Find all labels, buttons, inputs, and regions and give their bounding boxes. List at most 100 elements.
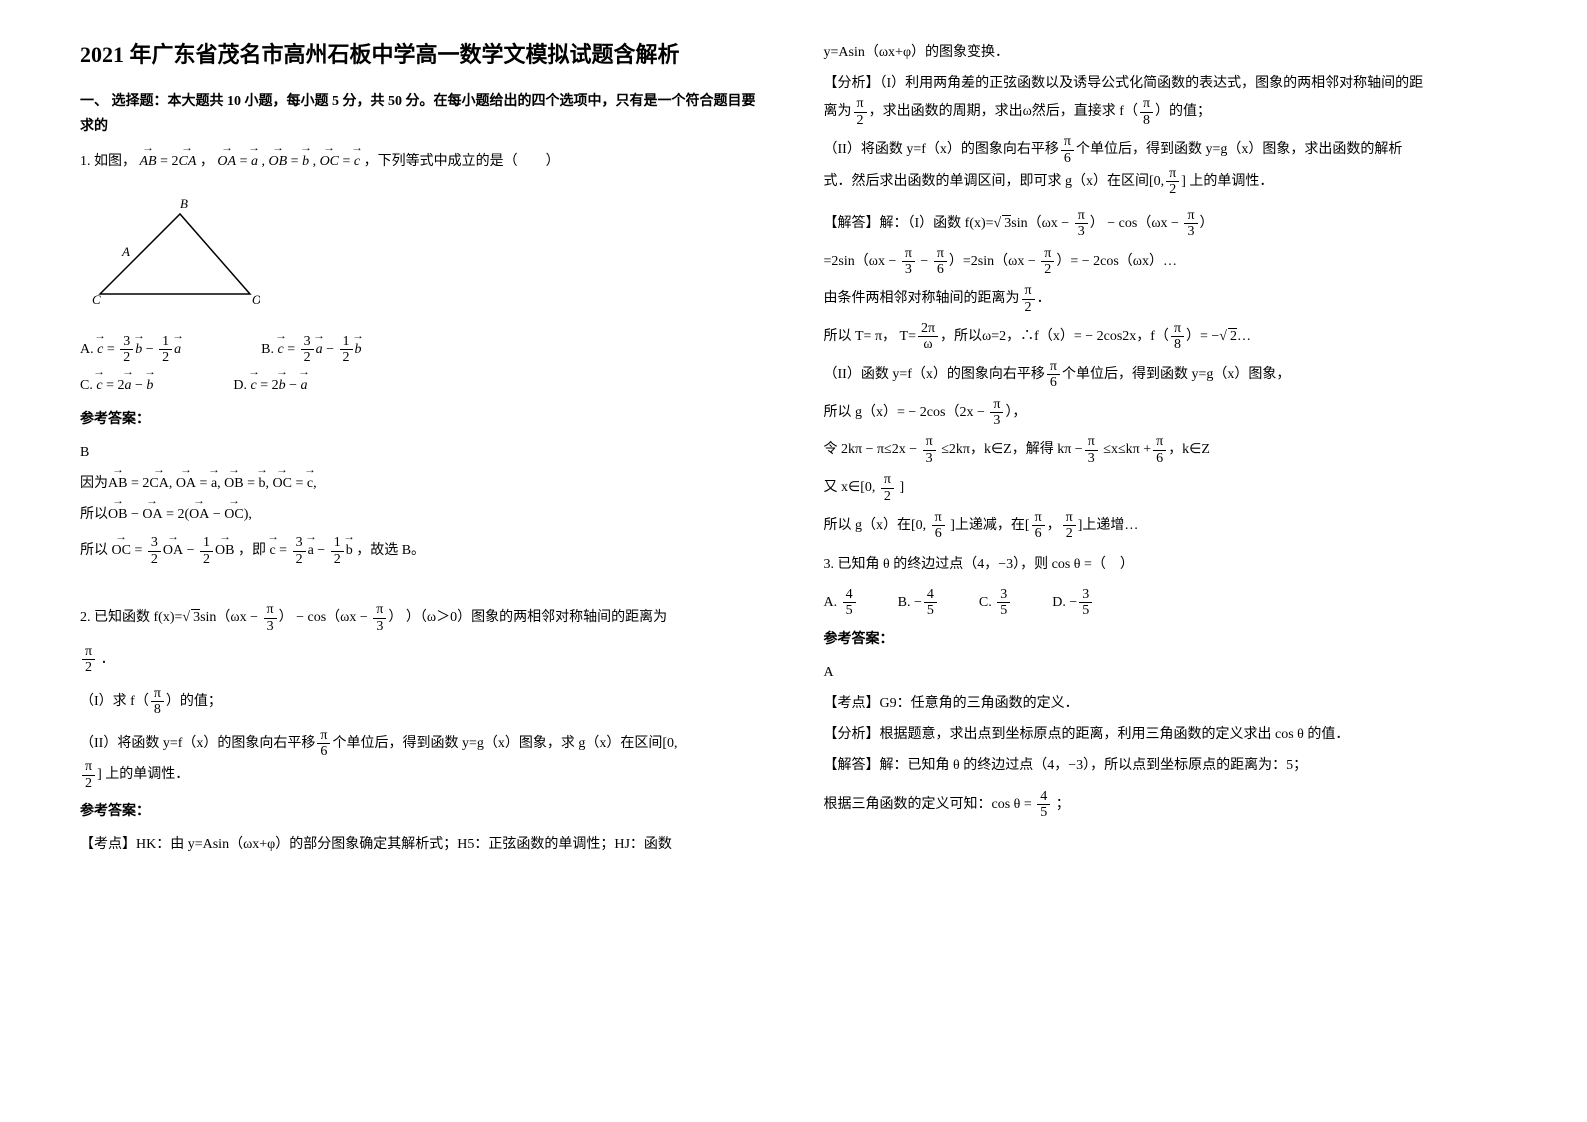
q2-part2b: π2] 上的单调性．	[80, 759, 764, 791]
q2-part1-label: （I）求 f（	[80, 694, 149, 709]
q2-j3-pre: 由条件两相邻对称轴间的距离为	[824, 291, 1020, 306]
title: 2021 年广东省茂名市高州石板中学高一数学文模拟试题含解析	[80, 40, 764, 71]
q1-stem-post: ，下列等式中成立的是（ ）	[364, 154, 560, 169]
q1-exp1: 因为AB = 2CA, OA = a, OB = b, OC = c,	[80, 471, 764, 496]
q2-j7-mid2: ≤x≤kπ	[1100, 443, 1140, 458]
vec-ab: AB	[140, 149, 157, 174]
q2-fx2-pre: 离为	[824, 104, 852, 119]
problem-2: 2. 已知函数 f(x)=√3sin（ωx − π3） − cos（ωx − π…	[80, 602, 764, 634]
q2-fenxi4: 式．然后求出函数的单调区间，即可求 g（x）在区间[0,π2] 上的单调性．	[824, 166, 1508, 198]
q3-j2-label: 根据三角函数的定义可知：cos θ =	[824, 797, 1032, 812]
q1-ref: 参考答案：	[80, 407, 764, 432]
q1-options-row2: C. c = 2a − b D. c = 2b − a	[80, 373, 764, 398]
q2-jieda-label: 【解答】解：（I）函数	[824, 216, 962, 231]
q1-optD: D. c = 2b − a	[233, 373, 307, 398]
optA-label: A.	[80, 342, 94, 357]
q3-kaodian: 【考点】G9：任意角的三角函数的定义．	[824, 691, 1508, 716]
q2-j7-post: ，k∈Z	[1168, 443, 1210, 458]
q1-exp3-post: ，故选 B。	[356, 543, 425, 558]
q3-options: A. 45 B. −45 C. 35 D. −35	[824, 587, 1508, 619]
right-column: y=Asin（ωx+φ）的图象变换． 【分析】（I）利用两角差的正弦函数以及诱导…	[824, 40, 1508, 858]
q3-optC: C. 35	[979, 587, 1012, 619]
q2-j3: 由条件两相邻对称轴间的距离为π2．	[824, 283, 1508, 315]
q3-j2: 根据三角函数的定义可知：cos θ = 45 ；	[824, 789, 1508, 821]
q2-j8-pre: 又 x∈[0,	[824, 480, 879, 495]
svg-text:B: B	[180, 196, 188, 211]
q3-optB: B. −45	[898, 587, 939, 619]
q2-j7-pre: 令 2kπ − π≤2x −	[824, 443, 921, 458]
q2-j4-mid: ，所以ω=2，∴f（x）= − 2cos2x，f（	[940, 329, 1169, 344]
q1-options-row1: A. c = 32b − 12a B. c = 32a − 12b	[80, 334, 764, 366]
vec-c: c	[354, 149, 360, 174]
q2-period: π2 ．	[80, 644, 764, 676]
problem-1: 1. 如图， AB = 2CA ， OA = a , OB = b , OC =…	[80, 149, 764, 174]
q2-fx3-pre: （II）将函数 y=f（x）的图象向右平移	[824, 142, 1059, 157]
q3-fenxi: 【分析】根据题意，求出点到坐标原点的距离，利用三角函数的定义求出 cos θ 的…	[824, 722, 1508, 747]
section-1-heading: 一、 选择题：本大题共 10 小题，每小题 5 分，共 50 分。在每小题给出的…	[80, 89, 764, 139]
q2-stem-mid: ）（ω＞0）图象的两相邻对称轴间的距离为	[406, 610, 667, 625]
q2-j4: 所以 T= π， T=2πω，所以ω=2，∴f（x）= − 2cos2x，f（π…	[824, 321, 1508, 353]
q2-j9-pre: 所以 g（x）在[0,	[824, 518, 930, 533]
q2-j9-mid2: ，	[1047, 518, 1061, 533]
q2-p2-mid: 个单位后，得到函数 y=g（x）图象，求 g（x）在区间[0,	[332, 736, 677, 751]
q2-j9-post: ]上递增…	[1078, 518, 1139, 533]
page: 2021 年广东省茂名市高州石板中学高一数学文模拟试题含解析 一、 选择题：本大…	[80, 40, 1507, 858]
q2-part2: （II）将函数 y=f（x）的图象向右平移π6个单位后，得到函数 y=g（x）图…	[80, 728, 764, 760]
q2-j4-pre: 所以 T= π，	[824, 329, 897, 344]
q2-j8: 又 x∈[0, π2 ]	[824, 472, 1508, 504]
q3-optD: D. −35	[1052, 587, 1094, 619]
q2-stem-pre: 2. 已知函数	[80, 610, 150, 625]
q2-fx2-post: ，求出函数的周期，求出ω然后，直接求 f（	[869, 104, 1138, 119]
optB-label: B.	[261, 342, 274, 357]
q2-fx3-post: 个单位后，得到函数 y=g（x）图象，求出函数的解析	[1076, 142, 1402, 157]
q2-j6-post: ），	[1005, 405, 1026, 420]
vec-oc: OC	[320, 149, 339, 174]
q1-optB: B. c = 32a − 12b	[261, 334, 361, 366]
q1-optA: A. c = 32b − 12a	[80, 334, 181, 366]
q2-j5-pre: （II）函数 y=f（x）的图象向右平移	[824, 367, 1045, 382]
vec-a: a	[251, 149, 258, 174]
q2-fenxi1: 【分析】（I）利用两角差的正弦函数以及诱导公式化简函数的表达式，图象的两相邻对称…	[824, 71, 1508, 96]
q2-fx2-end: ）的值；	[1155, 104, 1211, 119]
q2-j5: （II）函数 y=f（x）的图象向右平移π6个单位后，得到函数 y=g（x）图象…	[824, 359, 1508, 391]
svg-text:C: C	[92, 292, 101, 307]
vec-ob: OB	[268, 149, 287, 174]
q3-jieda: 【解答】解：已知角 θ 的终边过点（4，−3），所以点到坐标原点的距离为：5；	[824, 753, 1508, 778]
q2-p2-end: ] 上的单调性．	[97, 767, 189, 782]
problem-3: 3. 已知角 θ 的终边过点（4，−3），则 cos θ =（ ）	[824, 552, 1508, 577]
q2-p2-pre: （II）将函数 y=f（x）的图象向右平移	[80, 736, 315, 751]
q2-fenxi2: 离为π2，求出函数的周期，求出ω然后，直接求 f（π8）的值；	[824, 96, 1508, 128]
q2-kaodian: 【考点】HK：由 y=Asin（ωx+φ）的部分图象确定其解析式；H5：正弦函数…	[80, 832, 764, 857]
q2-j7-mid: ≤2kπ，k∈Z，解得 kπ	[938, 443, 1072, 458]
q2-j6: 所以 g（x）= − 2cos（2x − π3），	[824, 397, 1508, 429]
q3-optB-label: B.	[898, 595, 911, 610]
q2-j7: 令 2kπ − π≤2x − π3 ≤2kπ，k∈Z，解得 kπ −π3 ≤x≤…	[824, 434, 1508, 466]
q3-optA: A. 45	[824, 587, 858, 619]
optD-label: D.	[233, 378, 247, 393]
q3-optA-label: A.	[824, 595, 838, 610]
vec-b: b	[302, 149, 309, 174]
left-column: 2021 年广东省茂名市高州石板中学高一数学文模拟试题含解析 一、 选择题：本大…	[80, 40, 764, 858]
q1-stem-pre: 1. 如图，	[80, 154, 136, 169]
q1-optC: C. c = 2a − b	[80, 373, 153, 398]
q1-exp2: 所以OB − OA = 2(OA − OC),	[80, 502, 764, 527]
q3-answer: A	[824, 660, 1508, 685]
q2-j6-pre: 所以 g（x）= − 2cos（2x −	[824, 405, 989, 420]
q2-j9-mid: ]上递减，在[	[947, 518, 1030, 533]
q2-jieda: 【解答】解：（I）函数 f(x)=√3sin（ωx − π3） − cos（ωx…	[824, 208, 1508, 240]
svg-text:A: A	[121, 244, 130, 259]
q2-part1-end: ）的值；	[166, 694, 222, 709]
q1-exp3: 所以 OC = 32OA − 12OB ，即 c = 32a − 12b ，故选…	[80, 535, 764, 567]
svg-text:O: O	[252, 292, 260, 307]
vec-ca: CA	[179, 149, 197, 174]
vec-oa: OA	[217, 149, 236, 174]
q2-j8-post: ]	[896, 480, 904, 495]
optC-label: C.	[80, 378, 93, 393]
q2-trans: y=Asin（ωx+φ）的图象变换．	[824, 40, 1508, 65]
q2-part1: （I）求 f（π8）的值；	[80, 686, 764, 718]
q2-fx4-post: ] 上的单调性．	[1181, 174, 1273, 189]
q3-optC-label: C.	[979, 595, 992, 610]
q3-ref: 参考答案：	[824, 627, 1508, 652]
q3-optD-label: D.	[1052, 595, 1066, 610]
triangle-figure: C B O A	[80, 194, 260, 314]
